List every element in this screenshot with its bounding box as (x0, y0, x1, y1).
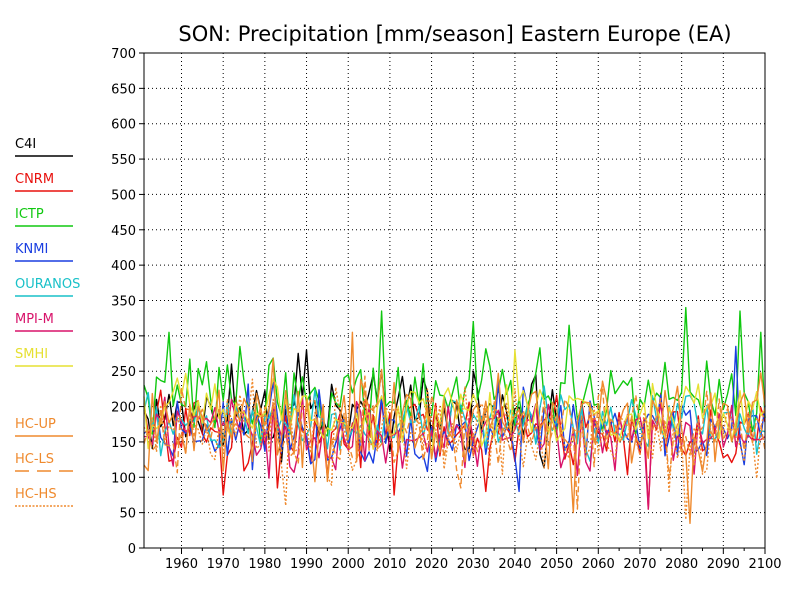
x-tick-label: 2010 (373, 557, 406, 572)
y-tick-label: 650 (111, 82, 136, 97)
y-tick-label: 550 (111, 153, 136, 168)
x-tick-label: 2080 (665, 557, 698, 572)
x-tick-label: 2000 (332, 557, 365, 572)
x-tick-label: 2060 (582, 557, 615, 572)
y-tick-label: 200 (111, 401, 136, 416)
x-tick-label: 1990 (290, 557, 323, 572)
plot-frame (143, 52, 766, 549)
legend-label-hc-up: HC-UP (15, 417, 56, 432)
legend-label-ouranos: OURANOS (15, 277, 80, 292)
legend-label-knmi: KNMI (15, 242, 48, 257)
x-axis: 1960 1970 1980 1990 2000 2010 2020 2030 2040 2050… (160, 548, 782, 572)
x-tick-label: 2070 (623, 557, 656, 572)
series-line-hc-up (143, 331, 766, 524)
grid (144, 53, 765, 548)
y-tick-label: 400 (111, 259, 136, 274)
y-tick-label: 0 (128, 542, 136, 557)
y-tick-label: 100 (111, 471, 136, 486)
series-line-ictp (143, 306, 766, 444)
y-tick-label: 50 (119, 507, 136, 522)
series-line-mpi-m (143, 395, 766, 510)
x-tick-label: 2030 (457, 557, 490, 572)
x-tick-label: 2020 (415, 557, 448, 572)
x-tick-label: 2050 (540, 557, 573, 572)
series-line-hc-ls (143, 375, 766, 510)
y-axis: 0 50 100 150 200 250 300 350 400 450 500 550 600 650 7… (111, 47, 144, 557)
chart-title: SON: Precipitation [mm/season] Eastern E… (178, 22, 731, 46)
legend-label-smhi: SMHI (15, 347, 48, 362)
legend-label-hc-ls: HC-LS (15, 452, 54, 467)
x-tick-label: 1960 (165, 557, 198, 572)
x-tick-label: 2040 (498, 557, 531, 572)
y-tick-label: 350 (111, 295, 136, 310)
x-tick-label: 1980 (248, 557, 281, 572)
y-tick-label: 300 (111, 330, 136, 345)
x-tick-label: 2090 (707, 557, 740, 572)
y-tick-label: 600 (111, 118, 136, 133)
legend-label-c4i: C4I (15, 137, 36, 152)
legend-label-ictp: ICTP (15, 207, 44, 222)
y-tick-label: 450 (111, 224, 136, 239)
legend-label-hc-hs: HC-HS (15, 487, 57, 502)
x-tick-label: 2100 (748, 557, 781, 572)
legend: C4I CNRM ICTP KNMI OURANOS MPI-M SMHI HC-UP HC-L… (15, 137, 80, 507)
series-line-hc-hs (143, 378, 766, 521)
series-layer (143, 306, 766, 524)
y-tick-label: 700 (111, 47, 136, 62)
y-tick-label: 250 (111, 365, 136, 380)
x-tick-label: 1970 (207, 557, 240, 572)
legend-label-mpi-m: MPI-M (15, 312, 54, 327)
legend-label-cnrm: CNRM (15, 172, 54, 187)
y-tick-label: 150 (111, 436, 136, 451)
y-tick-label: 500 (111, 188, 136, 203)
